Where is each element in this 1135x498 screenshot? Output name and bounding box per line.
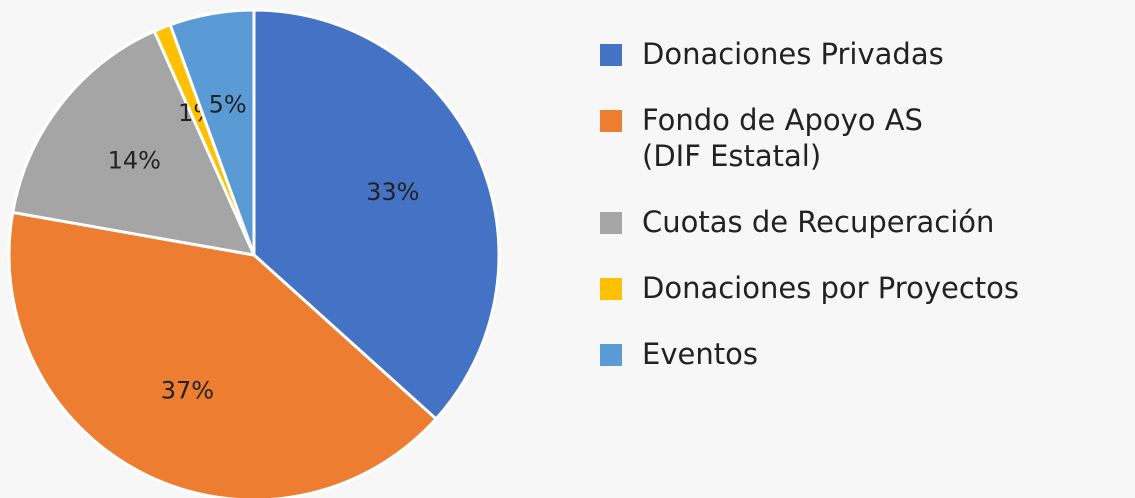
pie-slice (7, 210, 439, 498)
data-label: 5% (209, 90, 247, 118)
data-label: 33% (366, 178, 419, 206)
legend-swatch (600, 344, 622, 366)
pie-chart: 33%37%14%1%5% (7, 8, 501, 498)
legend-label: Eventos (642, 337, 758, 371)
legend-swatch (600, 278, 622, 300)
legend-item: Eventos (600, 336, 1130, 372)
data-label: 14% (108, 146, 161, 174)
legend-item: Cuotas de Recuperación (600, 204, 1130, 240)
legend-label: Cuotas de Recuperación (642, 205, 995, 239)
data-label: 37% (161, 377, 214, 405)
legend-swatch (600, 212, 622, 234)
legend-swatch (600, 110, 622, 132)
legend-item: Donaciones por Proyectos (600, 270, 1130, 306)
pie-slice (252, 8, 501, 422)
legend-label: Donaciones Privadas (642, 37, 944, 71)
pie-slice (168, 8, 256, 256)
legend-swatch (600, 44, 622, 66)
legend-label: Donaciones por Proyectos (642, 271, 1019, 305)
legend-label: Fondo de Apoyo AS (DIF Estatal) (642, 103, 923, 173)
legend: Donaciones Privadas Fondo de Apoyo AS (DI… (600, 36, 1130, 402)
legend-item: Fondo de Apoyo AS (DIF Estatal) (600, 102, 1130, 174)
legend-item: Donaciones Privadas (600, 36, 1130, 72)
pie-slice (10, 29, 257, 257)
